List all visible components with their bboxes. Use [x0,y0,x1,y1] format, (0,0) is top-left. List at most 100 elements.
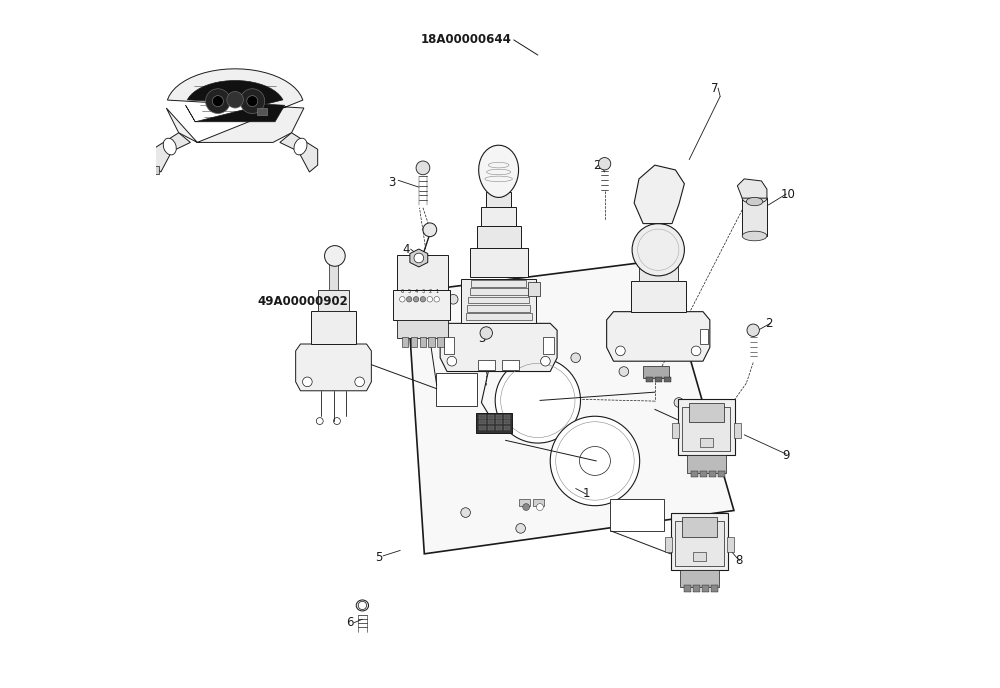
Circle shape [212,96,223,107]
Bar [397,320,448,338]
Bar [397,255,448,290]
Circle shape [691,346,701,356]
Bar [711,585,718,592]
Bar [479,426,486,430]
Text: 3: 3 [421,288,425,294]
Ellipse shape [294,138,307,155]
Circle shape [447,356,457,366]
Bar [488,415,494,419]
Bar [742,198,767,236]
Bar [147,166,159,174]
Polygon shape [166,69,304,142]
Polygon shape [407,260,734,554]
Ellipse shape [746,197,763,206]
Bar [478,360,495,370]
Polygon shape [280,133,318,172]
Bar [486,192,511,207]
Circle shape [206,89,230,114]
Bar [680,570,719,587]
Circle shape [674,398,684,407]
Circle shape [434,297,439,302]
Bar [687,455,726,473]
Bar [639,261,678,281]
Ellipse shape [742,193,767,204]
Bar [479,415,486,419]
Circle shape [691,458,701,467]
Bar [655,377,662,382]
Text: 1: 1 [435,288,438,294]
Bar [411,337,417,347]
Text: 4: 4 [402,243,410,255]
Circle shape [247,96,258,107]
Polygon shape [296,344,371,391]
Bar [646,377,653,382]
Text: 5: 5 [408,288,411,294]
Text: 4: 4 [415,288,418,294]
Bar [700,438,713,447]
Circle shape [619,367,629,376]
Bar [718,471,725,477]
Bar [437,337,444,347]
Bar [709,471,716,477]
Bar [543,337,554,354]
Circle shape [240,89,265,114]
Bar [691,471,698,477]
Bar [257,108,267,115]
Bar [402,337,408,347]
Bar [481,207,516,226]
Text: 6: 6 [347,616,354,629]
Ellipse shape [163,138,176,155]
Bar [311,311,356,344]
Circle shape [358,601,367,610]
Circle shape [413,297,419,302]
Bar [502,360,519,370]
Bar [643,366,669,378]
Bar [675,521,724,566]
Bar [488,426,494,430]
Polygon shape [153,133,190,172]
Bar [467,305,530,312]
Bar [468,297,529,303]
Bar [329,264,338,290]
Circle shape [422,303,431,313]
Bar [466,313,532,320]
Bar [393,290,450,320]
Bar [496,415,502,419]
Bar [665,537,672,552]
Text: 2: 2 [428,288,431,294]
Circle shape [325,246,345,266]
Bar [470,288,528,295]
Circle shape [227,92,243,108]
Bar [678,399,735,455]
Ellipse shape [742,231,767,241]
Circle shape [633,283,642,292]
Text: 1: 1 [583,488,590,500]
Bar [664,377,671,382]
Text: 9: 9 [782,449,790,462]
Text: 3: 3 [478,332,485,345]
Bar [672,423,679,438]
Bar [504,420,510,424]
Bar [428,337,435,347]
Bar [318,290,349,311]
Bar [533,499,544,506]
Bar [504,415,510,419]
Ellipse shape [356,600,369,611]
Polygon shape [410,249,428,267]
Bar [461,279,536,323]
Polygon shape [737,179,767,198]
Polygon shape [607,312,710,361]
Text: 2: 2 [594,159,601,171]
Circle shape [571,353,580,363]
Circle shape [416,161,430,175]
Bar [684,585,691,592]
Bar [470,248,528,277]
Bar [528,282,540,296]
Bar [519,499,530,506]
Circle shape [303,377,312,387]
Text: 18A00000644: 18A00000644 [421,34,512,46]
Circle shape [423,223,437,237]
Bar [700,471,707,477]
Circle shape [652,298,662,308]
Bar [693,585,700,592]
